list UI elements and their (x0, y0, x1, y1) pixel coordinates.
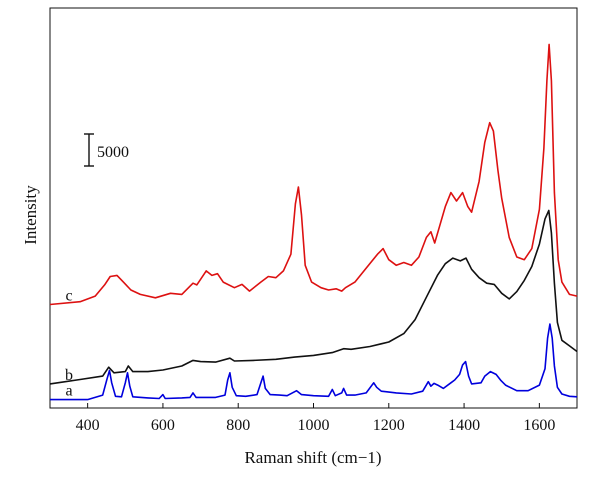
scale-bar: 5000 (84, 133, 129, 167)
x-tick-label-1600: 1600 (523, 417, 555, 434)
x-tick-label-1200: 1200 (373, 417, 405, 434)
spectrum-b-line (49, 209, 578, 385)
series-labels: ab c (65, 288, 73, 400)
spectrum-a-line (50, 323, 578, 401)
x-tick-label-800: 800 (226, 417, 250, 434)
spectrum-c-line (49, 43, 578, 306)
series-label-a: a (65, 383, 72, 400)
y-axis-label: Intensity (21, 185, 40, 245)
plot-frame (49, 7, 578, 409)
scale-bar-label: 5000 (97, 144, 129, 161)
x-tick-label-600: 600 (151, 417, 175, 434)
x-tick-label-1400: 1400 (448, 417, 480, 434)
x-tick-label-400: 400 (76, 417, 100, 434)
x-tick-label-1000: 1000 (298, 417, 330, 434)
series-label-b: b (65, 367, 73, 384)
x-axis-label: Raman shift (cm−1) (244, 448, 381, 467)
series-label-c: c (65, 288, 72, 305)
series-layer (49, 43, 578, 401)
x-axis-ticks: 400 600 800 1000 1200 1400 1600 (76, 403, 555, 434)
